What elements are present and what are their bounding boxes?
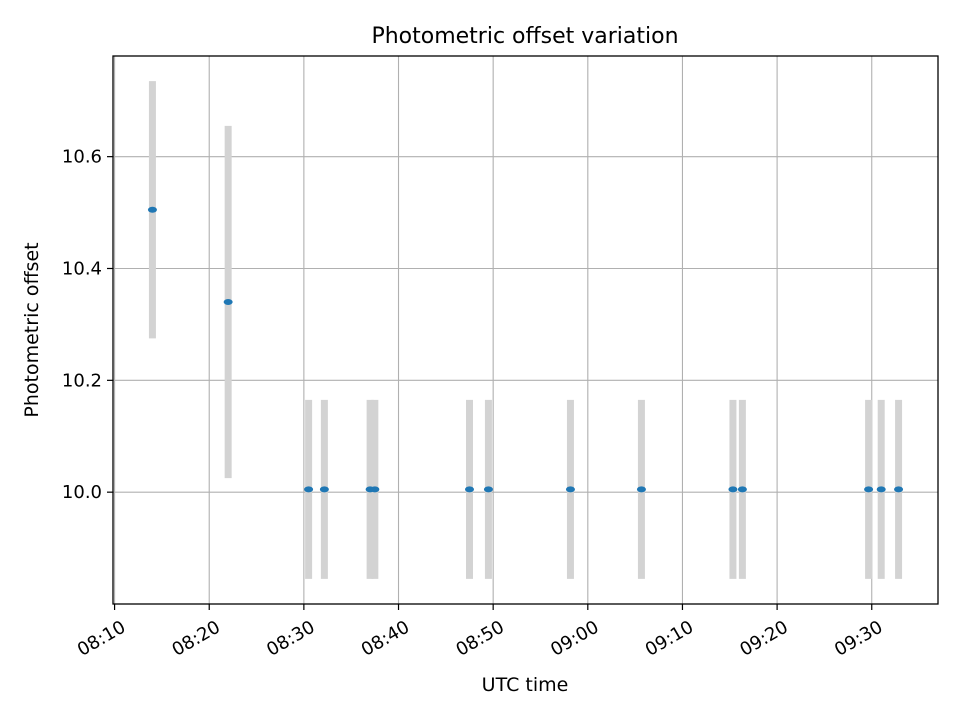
data-point xyxy=(483,486,493,493)
y-axis: 10.0 10.2 10.4 10.6 xyxy=(62,147,113,503)
y-tick-label: 10.6 xyxy=(62,147,102,168)
y-axis-label: Photometric offset xyxy=(21,242,43,417)
data-point xyxy=(894,486,904,493)
data-point xyxy=(319,486,329,493)
grid xyxy=(113,56,938,604)
plot-frame xyxy=(112,55,939,605)
y-tick-label: 10.2 xyxy=(62,370,102,391)
data-point xyxy=(876,486,886,493)
data-point xyxy=(304,486,314,493)
data-point xyxy=(636,486,646,493)
y-tick-label: 10.4 xyxy=(62,258,102,279)
x-axis-label: UTC time xyxy=(482,674,569,696)
chart-title: Photometric offset variation xyxy=(371,24,678,49)
y-tick-label: 10.0 xyxy=(62,482,102,503)
data-points xyxy=(147,206,904,493)
data-point xyxy=(728,486,738,493)
data-point xyxy=(370,486,380,493)
data-point xyxy=(223,299,233,306)
data-point xyxy=(737,486,747,493)
data-point xyxy=(565,486,575,493)
data-point xyxy=(864,486,874,493)
data-point xyxy=(147,206,157,213)
data-point xyxy=(465,486,475,493)
